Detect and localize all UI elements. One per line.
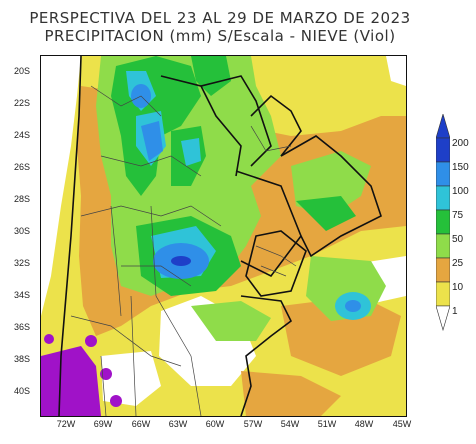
scale-cap-top <box>436 114 450 139</box>
rain-zone-50-75-rs <box>296 196 356 231</box>
chile-argentina-border <box>58 56 82 416</box>
rain-zone-100-150-salta <box>141 121 163 161</box>
province-border-4 <box>121 265 192 287</box>
map-title: PERSPECTIVA DEL 23 AL 29 DE MARZO DE 202… <box>29 9 411 27</box>
scale-swatch <box>436 281 450 307</box>
color-scale-bar <box>436 114 450 332</box>
scale-swatch <box>436 233 450 259</box>
lon-label: 69W <box>93 419 113 429</box>
lat-label: 38S <box>14 354 31 364</box>
snow-zone-spot-1 <box>85 335 97 347</box>
lon-label: 57W <box>243 419 263 429</box>
snow-zone-spot-3 <box>110 395 122 407</box>
lon-label: 48W <box>354 419 374 429</box>
lon-label: 60W <box>205 419 225 429</box>
dry-zone-patagonia <box>101 351 161 406</box>
scale-label: 100 <box>452 186 469 197</box>
scale-label: 25 <box>452 258 464 269</box>
province-border-10 <box>190 355 202 416</box>
province-border-5 <box>110 205 122 317</box>
scale-label: 10 <box>452 282 464 293</box>
province-border-9 <box>130 295 137 416</box>
scale-cap-bottom <box>436 305 450 332</box>
lon-label: 66W <box>131 419 151 429</box>
uruguay-border <box>245 230 307 297</box>
province-border-8 <box>100 355 107 416</box>
scale-label: 150 <box>452 162 469 173</box>
lat-label: 32S <box>14 258 31 268</box>
rain-zone-10-25-south <box>241 371 341 416</box>
province-border-13 <box>260 265 287 277</box>
rain-zone-150-200 <box>171 256 191 266</box>
lat-label: 22S <box>14 98 31 108</box>
argentina-bolivia-paraguay-border <box>160 75 272 167</box>
brazil-state-border <box>250 94 302 157</box>
rain-zone-100-150-ocean <box>345 300 361 312</box>
province-borders <box>70 85 297 416</box>
rain-zone-25-50-pampas <box>191 301 271 341</box>
scale-label: 200 <box>452 138 469 149</box>
lon-label: 51W <box>317 419 337 429</box>
snow-zone-andes <box>41 346 101 416</box>
lat-label: 28S <box>14 194 31 204</box>
precipitation-map <box>40 55 407 417</box>
paraguay-border <box>200 85 242 177</box>
scale-swatch <box>436 257 450 283</box>
argentina-coast <box>240 295 293 416</box>
province-border-2 <box>100 155 202 177</box>
province-border-6 <box>150 205 192 357</box>
scale-swatch <box>436 137 450 163</box>
scale-swatch <box>436 185 450 211</box>
lon-label: 54W <box>280 419 300 429</box>
map-subtitle: PRECIPITACION (mm) S/Escala - NIEVE (Vio… <box>44 27 396 45</box>
province-border-1 <box>90 85 162 117</box>
snow-zone-spot-4 <box>44 334 54 344</box>
dry-zone-northeast <box>386 56 406 86</box>
precipitation-map-svg <box>41 56 406 416</box>
country-borders <box>58 56 382 416</box>
scale-swatch <box>436 161 450 187</box>
scale-label: 75 <box>452 210 464 221</box>
scale-label: 1 <box>452 306 458 317</box>
rain-zone-75-100-chaco <box>181 138 201 166</box>
province-border-12 <box>255 245 297 267</box>
lat-label: 26S <box>14 162 31 172</box>
lon-label: 72W <box>56 419 76 429</box>
dry-zone-west <box>41 56 81 316</box>
lat-label: 40S <box>14 386 31 396</box>
scale-swatch <box>436 209 450 235</box>
lon-label: 63W <box>168 419 188 429</box>
lat-label: 20S <box>14 66 31 76</box>
province-border-11 <box>250 125 292 152</box>
lat-label: 34S <box>14 290 31 300</box>
scale-label: 50 <box>452 234 464 245</box>
lon-label: 45W <box>392 419 412 429</box>
province-border-3 <box>80 205 222 227</box>
lat-label: 36S <box>14 322 31 332</box>
brazil-coast <box>280 135 382 258</box>
lat-label: 30S <box>14 226 31 236</box>
province-border-7 <box>70 315 182 367</box>
lat-label: 24S <box>14 130 31 140</box>
